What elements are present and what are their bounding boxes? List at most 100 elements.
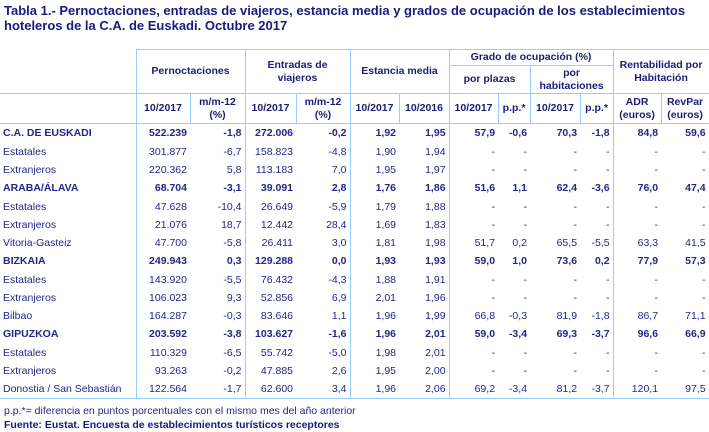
- table-row: Extranjeros 106.023 9,3 52.856 6,9 2,01 1,96- -…: [0, 289, 709, 307]
- table-cell: 66,9: [661, 325, 709, 344]
- table-cell: -0,3: [508, 309, 528, 322]
- table-cell: -3,7: [580, 380, 614, 399]
- table-cell: -: [523, 291, 528, 304]
- table-cell: -: [523, 273, 528, 286]
- table-cell: 113.183: [255, 163, 294, 176]
- table-row: ARABA/ÁLAVA 68.704 -3,1 39.091 2,8 1,76 1,86 51…: [0, 179, 709, 198]
- table-cell: -: [491, 200, 496, 213]
- table-cell: 1,93: [375, 255, 397, 267]
- table-cell: 26.411: [261, 236, 294, 249]
- table-cell: 47.700: [154, 236, 187, 249]
- table-cell: -: [661, 271, 709, 289]
- table-row: Donostia / San Sebastián 122.564 -1,7 62.60…: [0, 380, 709, 399]
- table-cell: -6,5: [190, 344, 246, 362]
- table-cell: 2,06: [399, 380, 450, 399]
- table-cell: 1,69: [375, 218, 397, 231]
- table-cell: -: [523, 364, 528, 377]
- table-cell: 3,4: [296, 380, 351, 399]
- table-cell: -3,8: [190, 325, 246, 344]
- table-cell: -: [491, 346, 496, 359]
- table-cell: -: [523, 163, 528, 176]
- table-cell: -1,8: [580, 123, 614, 143]
- table-cell: 84,8: [637, 127, 659, 139]
- table-cell: 55.742: [260, 346, 294, 359]
- subheader: 10/2017: [448, 93, 499, 124]
- table-row: Vitoria-Gasteiz 47.700 -5,8 26.411 3,0 1,81 1,…: [0, 234, 709, 252]
- table-cell: 122.564: [136, 380, 190, 399]
- table-cell: 73,6: [556, 255, 578, 267]
- table-cell: 77,9: [637, 255, 659, 267]
- table-cell: -3,1: [190, 179, 246, 198]
- table-cell: -1,8: [190, 123, 246, 143]
- table-cell: 522.239: [149, 127, 187, 139]
- row-label: Extranjeros: [0, 161, 137, 179]
- row-label: Estatales: [0, 344, 137, 362]
- table-cell: 1,1: [296, 307, 351, 325]
- row-label: Vitoria-Gasteiz: [0, 234, 137, 252]
- table-cell: 1,93: [399, 252, 450, 271]
- table-cell: 1,83: [399, 216, 450, 234]
- table-cell: 51,6: [474, 182, 496, 194]
- row-label: Bilbao: [0, 307, 137, 325]
- table-cell: -: [580, 271, 614, 289]
- table-cell: 66,8: [474, 309, 496, 322]
- table-cell: -4,3: [296, 271, 351, 289]
- table-cell: 1,90: [375, 145, 397, 158]
- table-cell: 1,94: [399, 143, 450, 161]
- table-cell: 2,00: [399, 362, 450, 380]
- table-cell: -: [491, 273, 496, 286]
- subheader: 10/2017: [529, 93, 581, 124]
- table-cell: 62,4: [556, 182, 578, 194]
- table-cell: 39.091: [260, 182, 294, 194]
- table-cell: 0,2: [580, 252, 614, 271]
- table-cell: 96,6: [637, 328, 659, 340]
- row-label: Extranjeros: [0, 216, 137, 234]
- table-cell: -: [580, 143, 614, 161]
- table-cell: 2,01: [375, 291, 397, 304]
- data-table: Pernoctaciones Entradas de viajeros Esta…: [0, 49, 709, 399]
- table-cell: -0,2: [296, 123, 351, 143]
- table-cell: 1,79: [375, 200, 397, 213]
- subheader: 10/2017: [244, 93, 297, 124]
- table-cell: 7,0: [296, 161, 351, 179]
- footnote: p.p.*= diferencia en puntos porcentuales…: [4, 405, 356, 417]
- subheader: p.p.*: [579, 93, 614, 124]
- table-cell: -: [661, 161, 709, 179]
- header-por-habitaciones: por habitaciones: [529, 65, 614, 94]
- table-cell: 1,1: [512, 182, 528, 194]
- table-cell: 52.856: [260, 291, 294, 304]
- table-cell: -: [661, 216, 709, 234]
- subheader: p.p.*: [497, 93, 531, 124]
- table-cell: -3,4: [498, 380, 531, 399]
- table-cell: 272.006: [255, 127, 294, 139]
- table-cell: 71,1: [661, 307, 709, 325]
- table-cell: 26.649: [260, 200, 294, 213]
- table-cell: -: [654, 346, 659, 359]
- subheader: 10/2016: [398, 93, 450, 124]
- row-label: Estatales: [0, 271, 137, 289]
- table-row: Estatales 301.877 -6,7 158.823 -4,8 1,90 1,94 -…: [0, 143, 709, 161]
- table-cell: 249.943: [149, 255, 187, 267]
- table-cell: -10,4: [190, 198, 246, 216]
- table-cell: 129.288: [255, 255, 294, 267]
- table-cell: -: [523, 200, 528, 213]
- table-cell: 47,4: [661, 179, 709, 198]
- table-cell: -: [573, 364, 578, 377]
- table-cell: 1,95: [399, 123, 450, 143]
- table-cell: -: [491, 145, 496, 158]
- table-row: Bilbao 164.287 -0,3 83.646 1,1 1,96 1,99 66,8 -0…: [0, 307, 709, 325]
- table-cell: -: [573, 200, 578, 213]
- table-cell: -5,5: [580, 234, 614, 252]
- table-cell: -1,7: [190, 380, 246, 399]
- table-cell: 106.023: [149, 291, 187, 304]
- table-cell: 63,3: [637, 236, 659, 249]
- row-label: BIZKAIA: [0, 252, 137, 271]
- table-cell: -: [523, 346, 528, 359]
- table-cell: -: [580, 216, 614, 234]
- row-label: Estatales: [0, 143, 137, 161]
- table-cell: -: [573, 145, 578, 158]
- table-cell: -: [654, 200, 659, 213]
- table-cell: 41,5: [661, 234, 709, 252]
- table-cell: 1,96: [375, 328, 397, 340]
- table-cell: -: [654, 163, 659, 176]
